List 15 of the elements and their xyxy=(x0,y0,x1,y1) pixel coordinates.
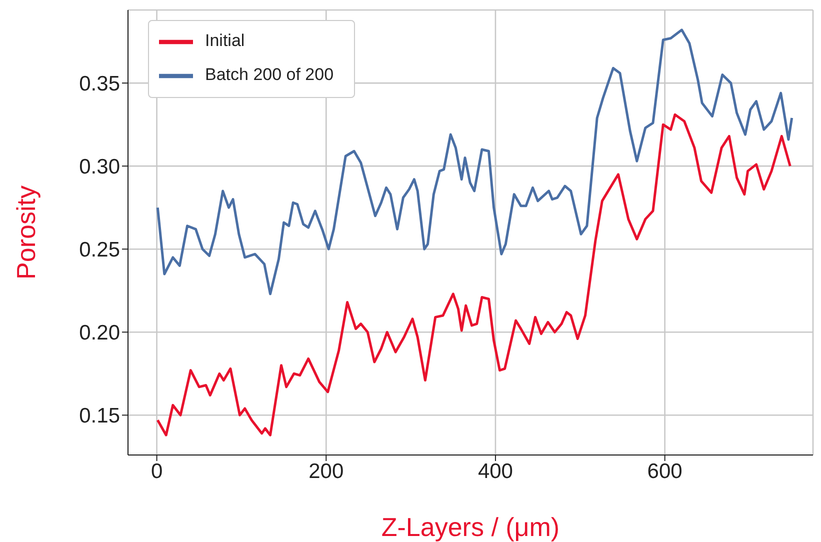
line-series xyxy=(156,113,792,436)
x-axis-title: Z-Layers / (μm) xyxy=(381,512,560,542)
y-axis-title: Porosity xyxy=(11,186,42,280)
line-series xyxy=(156,28,794,296)
y-tick-label: 0.25 xyxy=(79,238,120,262)
y-tick-label: 0.15 xyxy=(79,404,120,428)
legend-label: Initial xyxy=(205,31,245,50)
x-tick-label: 400 xyxy=(478,460,513,483)
x-tick-label: 200 xyxy=(308,460,344,483)
y-tick-label: 0.20 xyxy=(79,322,120,345)
legend-label: Batch 200 of 200 xyxy=(205,65,334,84)
y-tick-label: 0.35 xyxy=(79,72,120,96)
x-tick-label: 0 xyxy=(150,460,163,483)
y-tick-label: 0.30 xyxy=(79,156,120,179)
x-tick-label: 600 xyxy=(647,460,682,483)
